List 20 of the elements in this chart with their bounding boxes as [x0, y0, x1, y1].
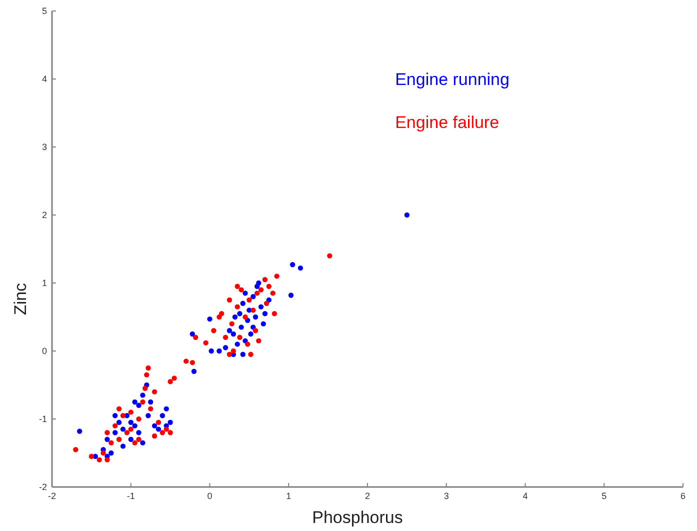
y-tick-label: 1	[42, 278, 47, 288]
x-tick-label: 4	[522, 491, 528, 501]
y-tick-label: 2	[42, 210, 47, 220]
y-tick-label: 0	[42, 346, 47, 356]
x-tick-label: 0	[207, 491, 212, 501]
x-tick-label: 2	[364, 491, 370, 501]
x-tick-label: -1	[126, 491, 135, 501]
y-tick-label: -2	[38, 482, 47, 492]
y-tick-label: 4	[42, 74, 47, 84]
x-tick-label: 3	[444, 491, 449, 501]
y-tick-label: 3	[42, 142, 47, 152]
text: Engine running	[395, 70, 510, 89]
x-tick-label: 5	[602, 491, 607, 501]
y-tick-label: 5	[42, 6, 47, 16]
x-axis-title: Phosphorus	[312, 508, 403, 527]
y-axis-title: Zinc	[11, 282, 30, 316]
text: Engine failure	[395, 112, 500, 132]
y-tick-label: -1	[38, 414, 47, 424]
x-tick-label: 1	[286, 491, 292, 501]
x-tick-label: 6	[680, 491, 686, 501]
